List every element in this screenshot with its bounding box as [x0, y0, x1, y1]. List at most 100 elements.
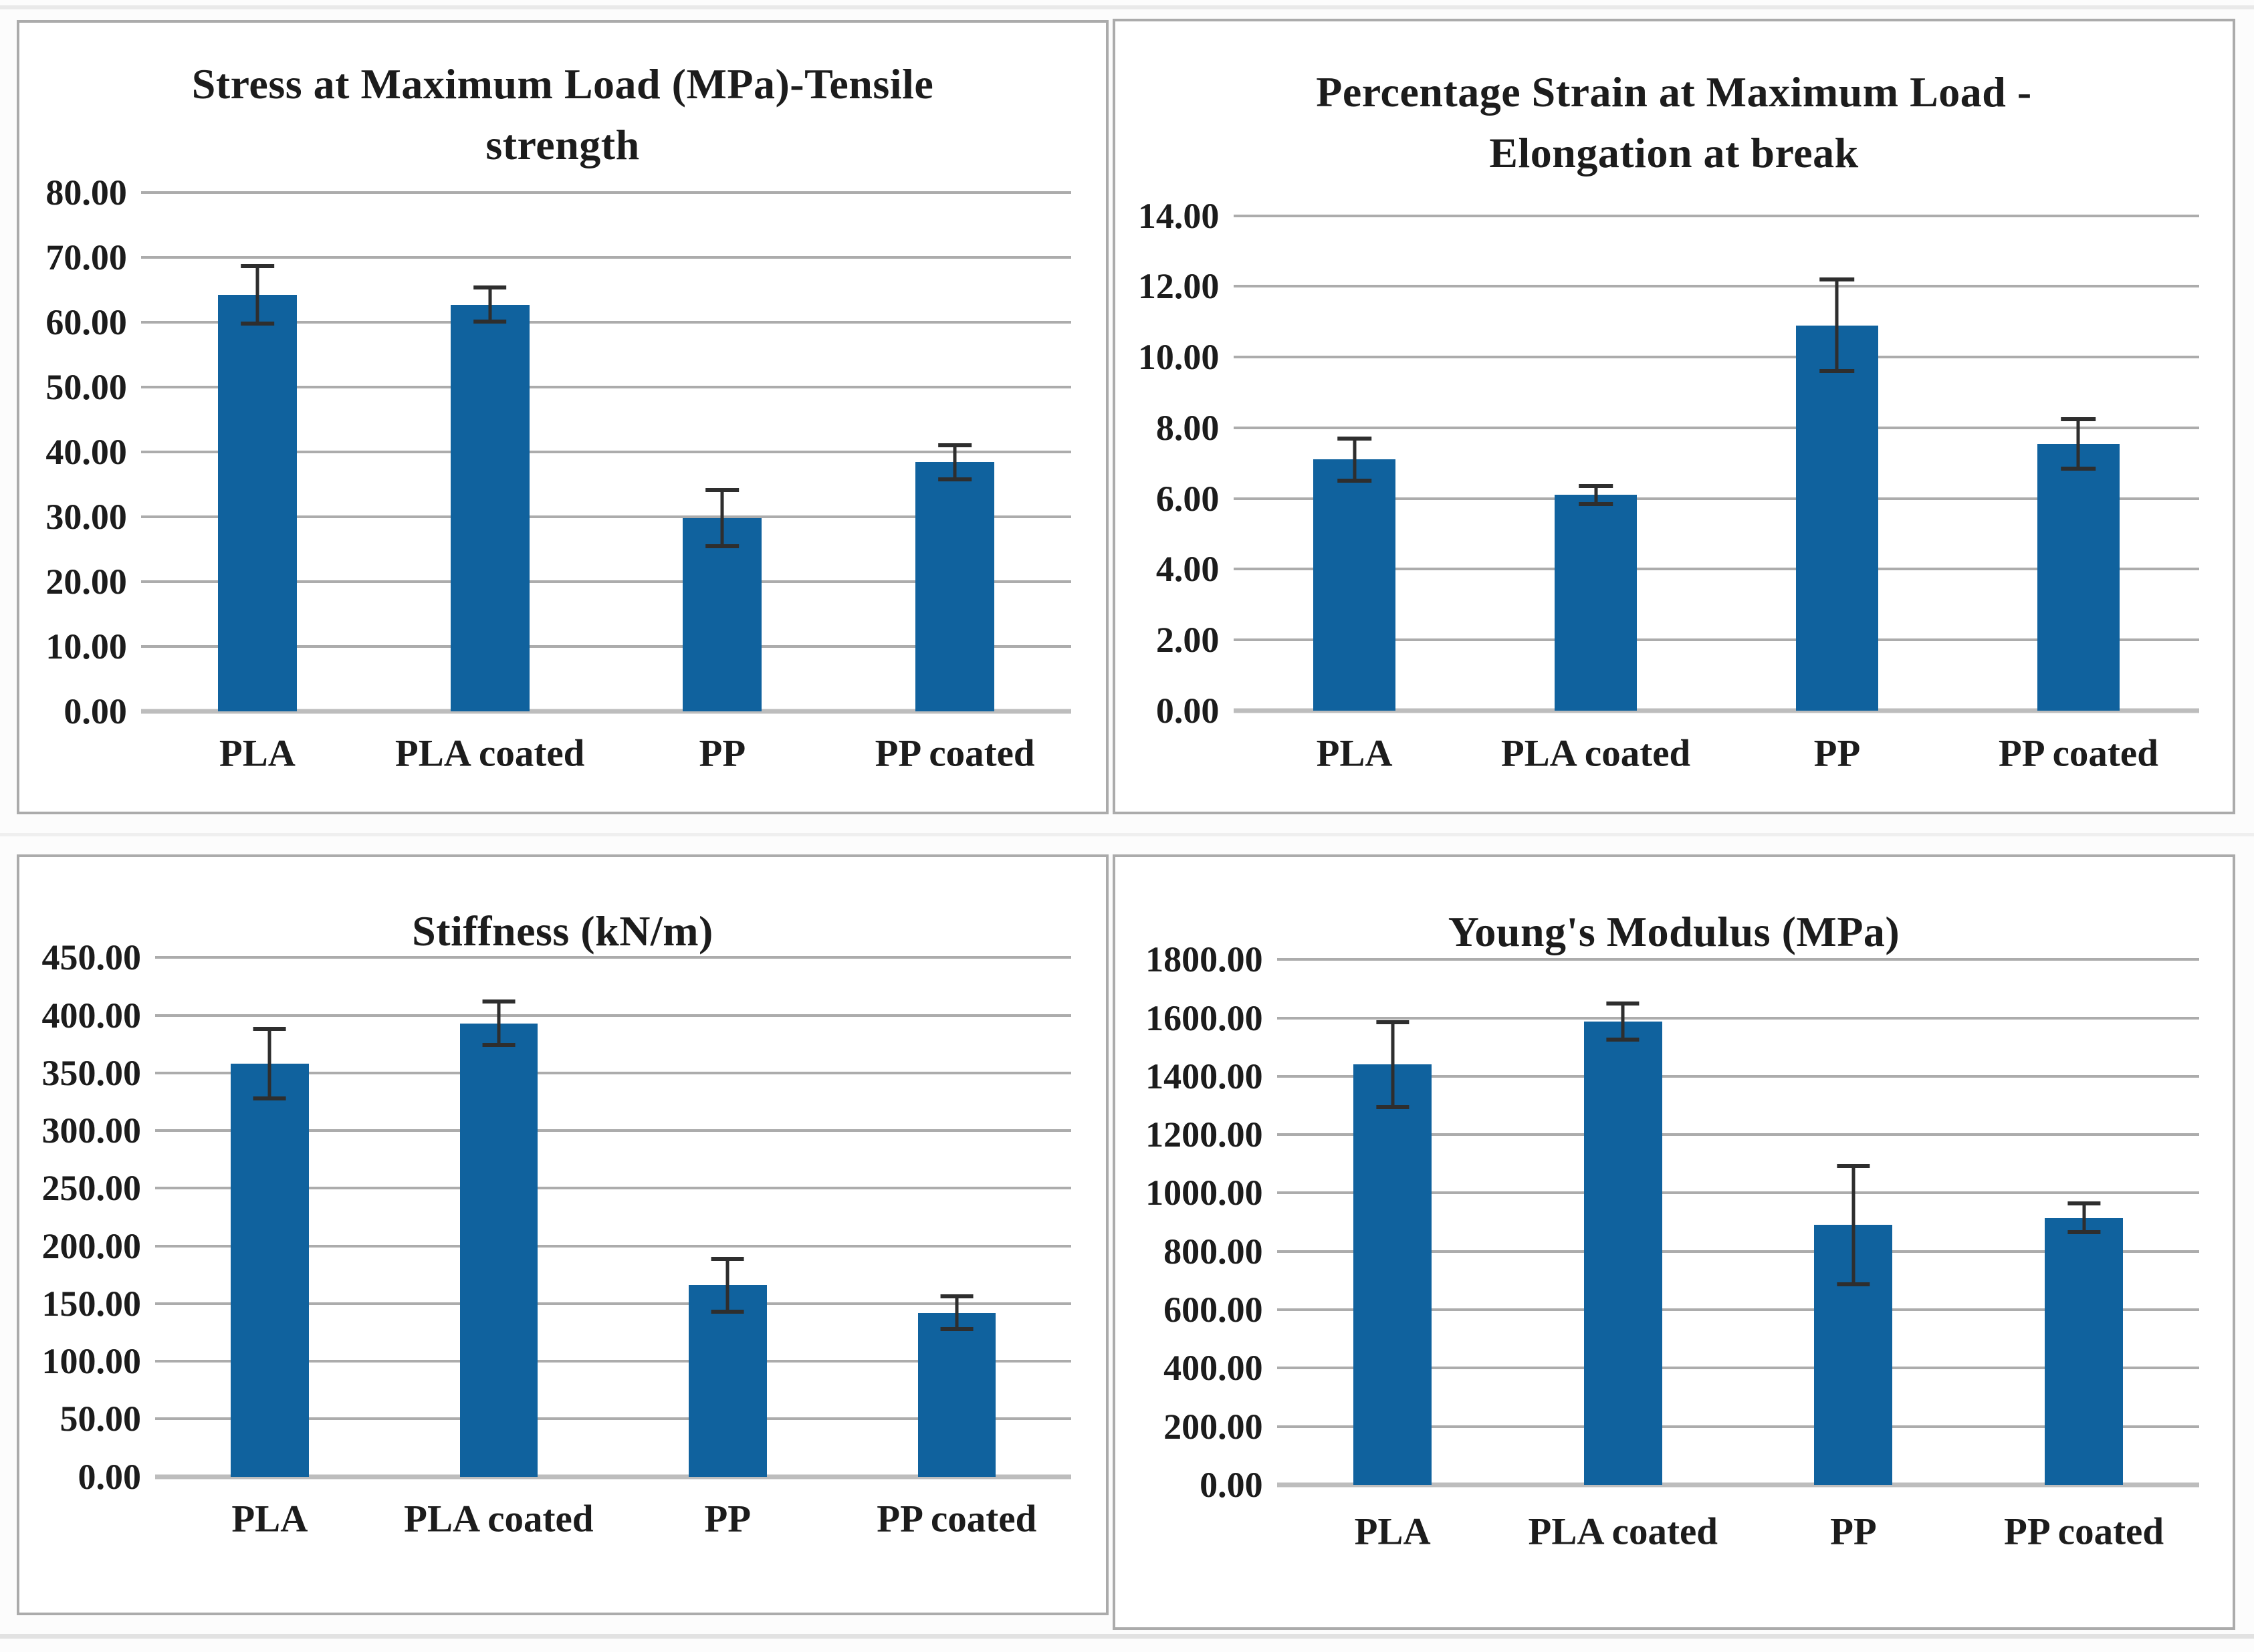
y-axis-tick-label: 1000.00 — [1145, 1173, 1263, 1213]
bar — [459, 1023, 538, 1477]
chart-title-line: Young's Modulus (MPa) — [1448, 907, 1900, 955]
error-bar — [725, 1258, 729, 1312]
error-bar-bottom-cap — [940, 1326, 974, 1331]
y-axis-tick-label: 250.00 — [41, 1168, 142, 1209]
error-bar-bottom-cap — [1337, 479, 1372, 483]
chart-panel-stiffness: Stiffness (kN/m) 450.00 400.00 350.00 300.00… — [17, 854, 1109, 1615]
error-bar-bottom-cap — [1819, 369, 1855, 374]
y-axis-tick-label: 8.00 — [1155, 407, 1220, 448]
gridline — [1277, 1016, 2199, 1020]
y-axis-tick-label: 10.00 — [1137, 337, 1220, 378]
gridline — [1277, 1074, 2199, 1078]
gridline — [1277, 1367, 2199, 1370]
error-bar-top-cap — [2067, 1201, 2101, 1205]
chart-panel-youngs-modulus: Young's Modulus (MPa) 1800.00 1600.00 1400.… — [1113, 854, 2235, 1630]
x-category-label: PLA — [1354, 1510, 1431, 1553]
error-bar-bottom-cap — [482, 1043, 516, 1048]
gridline — [1234, 285, 2199, 288]
x-category-label: PLA coated — [395, 732, 585, 775]
y-axis-tick-label: 350.00 — [41, 1052, 142, 1093]
gridline — [155, 1302, 1071, 1305]
error-bar-bottom-cap — [241, 321, 274, 326]
error-bar — [497, 1001, 501, 1046]
error-bar-bottom-cap — [473, 319, 507, 324]
chart-title-line: strength — [485, 121, 640, 169]
error-bar — [953, 445, 957, 479]
y-axis-tick-label: 800.00 — [1163, 1231, 1263, 1272]
error-bar-bottom-cap — [1578, 501, 1613, 506]
y-axis-tick-label: 40.00 — [45, 431, 127, 472]
scan-artifact-top — [0, 5, 2254, 9]
bar — [450, 304, 530, 712]
y-axis-tick-label: 70.00 — [45, 237, 127, 277]
gridline — [155, 1071, 1071, 1074]
y-axis-tick-label: 50.00 — [60, 1399, 142, 1439]
bar — [1353, 1064, 1432, 1485]
error-bar — [720, 490, 724, 546]
chart-title-line: Elongation at break — [1489, 129, 1859, 177]
x-category-label: PP — [699, 732, 746, 775]
error-bar-top-cap — [940, 1294, 974, 1299]
gridline — [155, 956, 1071, 959]
y-axis-tick-label: 450.00 — [41, 937, 142, 978]
x-category-label: PLA — [1316, 732, 1393, 775]
gridline — [1277, 1133, 2199, 1137]
chart-title-line: Stress at Maximum Load (MPa)-Tensile — [191, 60, 934, 108]
y-axis-tick-label: 2.00 — [1155, 619, 1220, 660]
error-bar-top-cap — [1819, 277, 1855, 281]
error-bar-bottom-cap — [1606, 1037, 1640, 1042]
y-axis-tick-label: 80.00 — [45, 172, 127, 213]
error-bar — [267, 1029, 271, 1098]
error-bar — [1621, 1003, 1625, 1040]
y-axis-tick-label: 4.00 — [1155, 549, 1220, 590]
x-category-label: PLA coated — [404, 1498, 594, 1540]
gridline — [141, 320, 1071, 324]
gridline — [1277, 1191, 2199, 1195]
y-axis-tick-label: 0.00 — [78, 1456, 142, 1497]
error-bar-top-cap — [482, 999, 516, 1004]
error-bar-bottom-cap — [705, 544, 740, 548]
x-category-label: PP — [1813, 732, 1861, 775]
bar — [1555, 495, 1637, 711]
gridline — [155, 1187, 1071, 1190]
chart-panel-elongation: Percentage Strain at Maximum Load - Elong… — [1113, 19, 2235, 814]
error-bar-bottom-cap — [2061, 466, 2096, 471]
gridline — [1234, 497, 2199, 500]
error-bar-top-cap — [1337, 436, 1372, 441]
x-category-label: PLA — [219, 732, 296, 775]
error-bar — [1594, 486, 1598, 504]
error-bar — [1353, 438, 1357, 481]
x-axis-line — [155, 1474, 1071, 1480]
gridline — [141, 450, 1071, 453]
error-bar — [1851, 1166, 1855, 1284]
gridline — [141, 191, 1071, 194]
x-axis-line — [1277, 1482, 2199, 1488]
error-bar-bottom-cap — [938, 477, 972, 481]
y-axis-tick-label: 12.00 — [1137, 266, 1220, 307]
y-axis-tick-label: 200.00 — [1163, 1406, 1263, 1447]
chart-title-line: Percentage Strain at Maximum Load - — [1316, 68, 2032, 116]
x-category-label: PP coated — [877, 1498, 1037, 1540]
gridline — [1234, 638, 2199, 641]
gridline — [155, 1244, 1071, 1248]
error-bar-top-cap — [711, 1256, 744, 1261]
gridline — [1277, 1425, 2199, 1428]
bar — [2037, 443, 2120, 711]
bar — [1583, 1021, 1662, 1485]
y-axis-tick-label: 60.00 — [45, 302, 127, 342]
y-axis-tick-label: 1400.00 — [1145, 1056, 1263, 1096]
gridline — [1277, 1308, 2199, 1311]
bar — [2044, 1217, 2124, 1485]
y-axis-tick-label: 200.00 — [41, 1225, 142, 1266]
x-category-label: PP — [704, 1498, 752, 1540]
gridline — [141, 515, 1071, 518]
x-category-label: PLA coated — [1528, 1510, 1718, 1553]
x-category-label: PLA — [231, 1498, 308, 1540]
y-axis-tick-label: 1200.00 — [1145, 1114, 1263, 1155]
gridline — [155, 1417, 1071, 1421]
y-axis-tick-label: 20.00 — [45, 562, 127, 602]
y-axis-tick-label: 14.00 — [1137, 195, 1220, 236]
error-bar — [1835, 279, 1839, 372]
error-bar-bottom-cap — [253, 1096, 286, 1100]
bar — [683, 517, 762, 712]
